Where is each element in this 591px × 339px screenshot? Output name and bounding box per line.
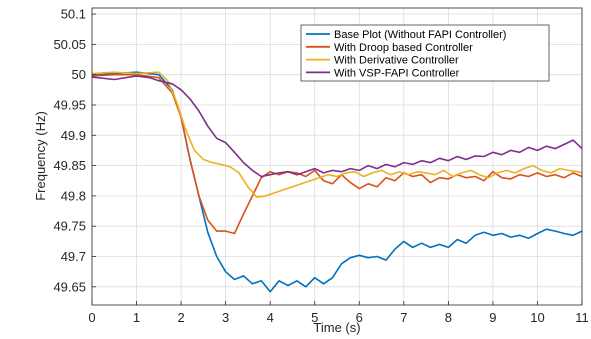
x-tick-label: 1 <box>133 310 140 325</box>
x-tick-label: 2 <box>177 310 184 325</box>
y-tick-label: 49.65 <box>53 279 86 294</box>
x-tick-label: 4 <box>267 310 274 325</box>
y-axis-label: Frequency (Hz) <box>33 111 48 201</box>
legend-box <box>300 24 550 82</box>
x-axis: 0 1 2 3 4 5 6 7 8 9 10 11 <box>88 301 589 325</box>
series-line-3 <box>91 71 583 198</box>
x-tick-label: 8 <box>445 310 452 325</box>
legend-entry-1: Base Plot (Without FAPI Controller) <box>334 29 506 41</box>
y-tick-label: 49.85 <box>53 158 86 173</box>
y-tick-label: 50.05 <box>53 37 86 52</box>
y-tick-label: 50 <box>72 67 86 82</box>
legend-entry-2: With Droop based Controller <box>334 42 473 54</box>
x-axis-label: Time (s) <box>313 320 360 335</box>
legend: Base Plot (Without FAPI Controller)With … <box>300 24 550 82</box>
series-layer <box>91 71 583 293</box>
x-tick-label: 10 <box>530 310 544 325</box>
x-tick-label: 6 <box>356 310 363 325</box>
y-axis: 49.65 49.7 49.75 49.8 49.85 49.9 49.95 50 50.05 5… <box>53 7 96 294</box>
y-tick-label: 49.9 <box>61 128 86 143</box>
x-tick-label: 7 <box>400 310 407 325</box>
series-line-1 <box>91 71 583 293</box>
x-tick-label: 11 <box>575 310 589 325</box>
y-tick-label: 49.95 <box>53 97 86 112</box>
x-tick-label: 5 <box>311 310 318 325</box>
y-tick-label: 49.8 <box>61 188 86 203</box>
x-tick-label: 9 <box>489 310 496 325</box>
series-line-2 <box>91 73 583 235</box>
x-tick-label: 0 <box>88 310 95 325</box>
x-tick-label: 3 <box>222 310 229 325</box>
legend-entry-3: With Derivative Controller <box>334 55 459 67</box>
y-tick-label: 50.1 <box>61 7 86 22</box>
plot-frame <box>91 7 583 306</box>
y-tick-label: 49.75 <box>53 219 86 234</box>
y-tick-label: 49.7 <box>61 249 86 264</box>
legend-entry-4: With VSP-FAPI Controller <box>334 67 460 79</box>
series-line-4 <box>91 75 583 178</box>
